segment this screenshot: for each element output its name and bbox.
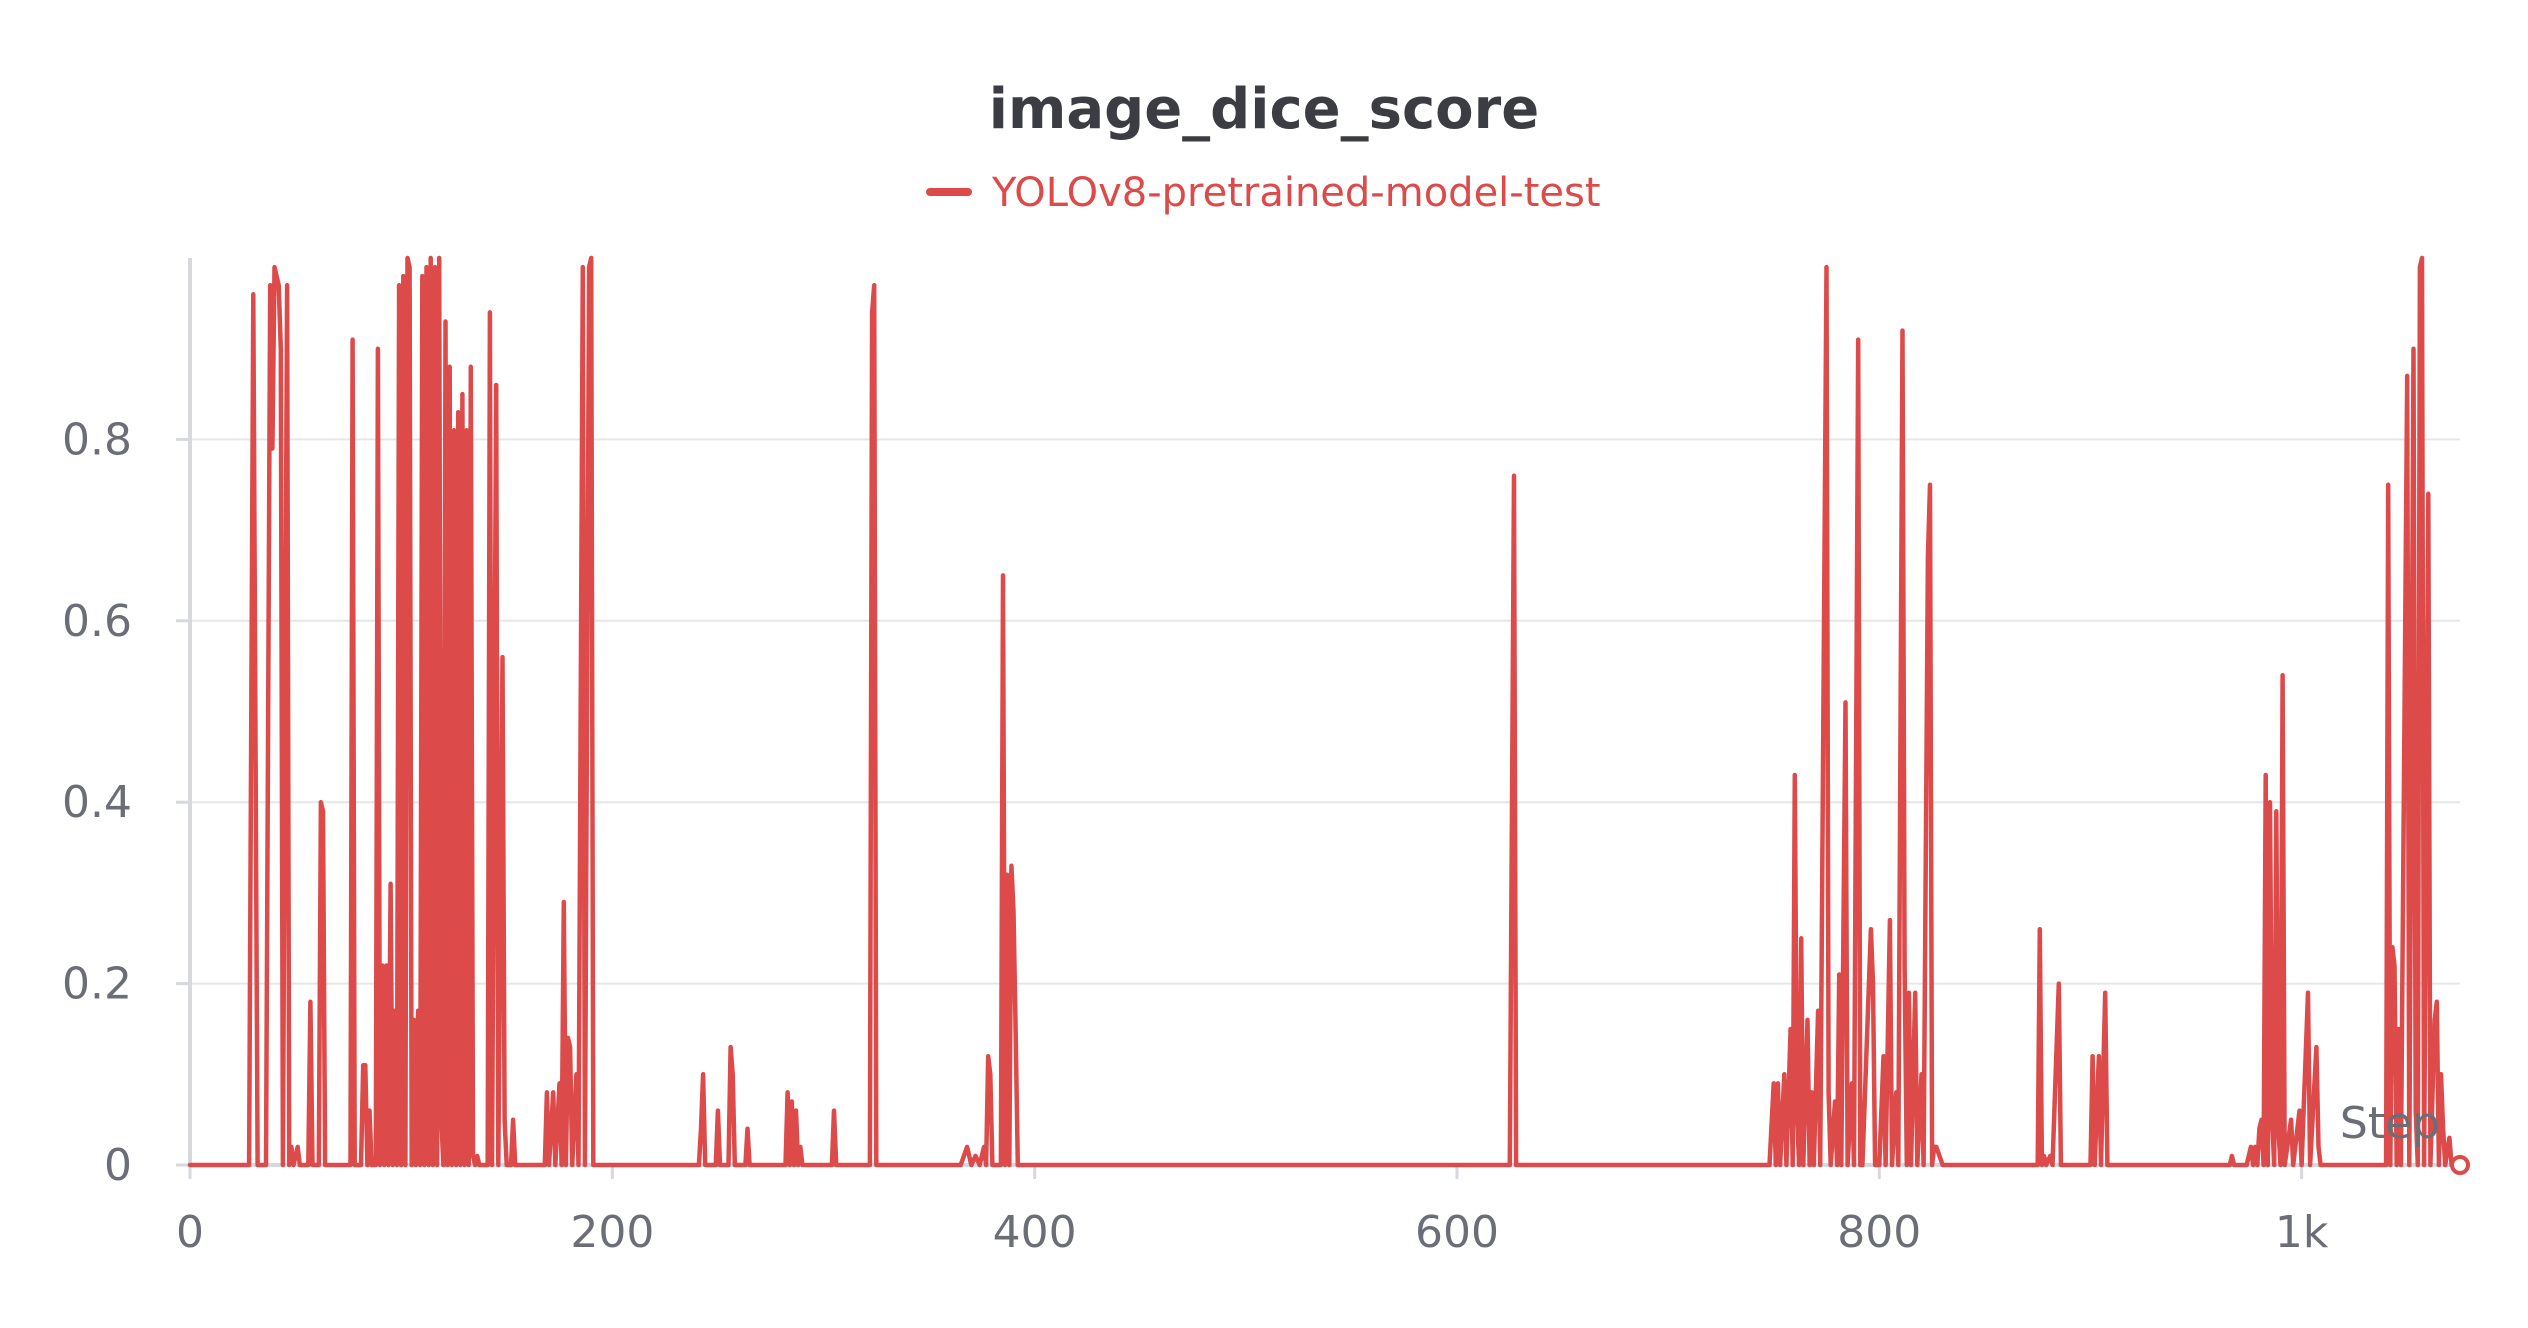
axes: [176, 258, 2460, 1179]
y-tick-label: 0.4: [62, 777, 132, 828]
legend-entry[interactable]: YOLOv8-pretrained-model-test: [991, 170, 1601, 216]
grid: [190, 438, 2460, 985]
series-end-marker[interactable]: [2450, 1155, 2470, 1175]
y-tick-label: 0: [104, 1140, 132, 1191]
tick-labels: 0 0.2 0.4 0.6 0.8 0 200 400 600 800 1k: [62, 414, 2329, 1258]
x-tick-label: 200: [570, 1207, 654, 1258]
x-tick-label: 0: [176, 1207, 204, 1258]
y-tick-label: 0.8: [62, 414, 132, 465]
y-tick-label: 0.2: [62, 959, 132, 1010]
x-tick-label: 800: [1837, 1207, 1921, 1258]
x-tick-label: 400: [993, 1207, 1077, 1258]
x-tick-label: 600: [1415, 1207, 1499, 1258]
y-tick-label: 0.6: [62, 596, 132, 647]
chart-title: image_dice_score: [989, 77, 1539, 142]
x-axis-label: Step: [2340, 1098, 2440, 1149]
series-line[interactable]: [187, 255, 2463, 1168]
series[interactable]: [187, 255, 2470, 1175]
x-tick-label: 1k: [2275, 1207, 2329, 1258]
legend[interactable]: YOLOv8-pretrained-model-test: [926, 170, 1601, 216]
